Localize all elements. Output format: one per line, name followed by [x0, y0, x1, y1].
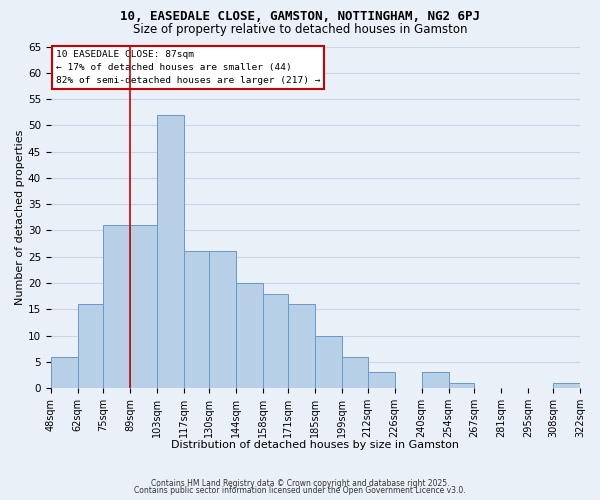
Bar [449, 383, 474, 388]
Text: Contains HM Land Registry data © Crown copyright and database right 2025.: Contains HM Land Registry data © Crown c… [151, 478, 449, 488]
Text: Contains public sector information licensed under the Open Government Licence v3: Contains public sector information licen… [134, 486, 466, 495]
Bar [263, 294, 289, 388]
Bar [422, 372, 449, 388]
Bar [157, 115, 184, 388]
Bar [51, 356, 78, 388]
Bar [78, 304, 103, 388]
Y-axis label: Number of detached properties: Number of detached properties [15, 130, 25, 305]
Text: 10 EASEDALE CLOSE: 87sqm
← 17% of detached houses are smaller (44)
82% of semi-d: 10 EASEDALE CLOSE: 87sqm ← 17% of detach… [56, 50, 320, 86]
Bar [368, 372, 395, 388]
Bar [103, 225, 130, 388]
Bar [343, 356, 368, 388]
Bar [316, 336, 343, 388]
Text: Size of property relative to detached houses in Gamston: Size of property relative to detached ho… [133, 22, 467, 36]
Text: 10, EASEDALE CLOSE, GAMSTON, NOTTINGHAM, NG2 6PJ: 10, EASEDALE CLOSE, GAMSTON, NOTTINGHAM,… [120, 10, 480, 23]
Bar [236, 283, 263, 388]
Bar [184, 252, 209, 388]
Bar [553, 383, 580, 388]
Bar [209, 252, 236, 388]
X-axis label: Distribution of detached houses by size in Gamston: Distribution of detached houses by size … [172, 440, 460, 450]
Bar [289, 304, 316, 388]
Bar [130, 225, 157, 388]
